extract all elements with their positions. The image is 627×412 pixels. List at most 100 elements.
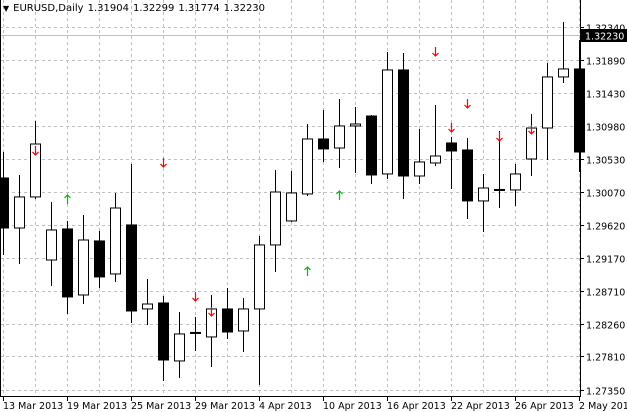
sell-arrow-icon (192, 291, 199, 302)
candle-body (126, 224, 137, 312)
candle (494, 130, 505, 208)
candle (574, 40, 585, 172)
chart-header: ▼ EURUSD,Daily 1.31904 1.32299 1.31774 1.3223… (3, 3, 269, 14)
time-tick-label: 29 Mar 2013 (195, 401, 255, 412)
candle (0, 152, 9, 255)
price-tick-label: 1.29620 (586, 222, 625, 233)
buy-arrow-icon (64, 194, 71, 204)
candle (222, 288, 233, 339)
candle-body (270, 191, 281, 246)
sell-arrow-icon (432, 47, 439, 57)
candle (142, 278, 153, 325)
candle (126, 164, 137, 323)
candle-body (510, 173, 521, 191)
candle (286, 170, 297, 222)
candle-body (382, 69, 393, 175)
price-axis: 1.323401.318901.314301.309801.305301.300… (580, 24, 625, 398)
candle-body (30, 143, 41, 198)
time-tick-label: 16 Apr 2013 (387, 401, 446, 412)
candle-body (14, 196, 25, 229)
candle (302, 124, 313, 196)
time-tick-label: 25 Mar 2013 (131, 401, 191, 412)
candle (462, 137, 473, 219)
time-tick-label: 26 Apr 2013 (515, 401, 574, 412)
candle-body (446, 142, 457, 152)
candle-body (158, 302, 169, 361)
high-value: 1.32299 (132, 3, 175, 14)
sell-arrow-icon (464, 99, 471, 109)
time-tick-label: 13 Mar 2013 (3, 401, 63, 412)
candle (206, 294, 217, 367)
time-tick-label: 2 May 2013 (579, 401, 627, 412)
candle-body (462, 149, 473, 202)
open-value: 1.31904 (87, 3, 129, 14)
price-tick-label: 1.30530 (586, 156, 625, 167)
candle (446, 136, 457, 189)
candle-body (62, 228, 73, 298)
candle (174, 312, 185, 378)
symbol-timeframe: EURUSD,Daily (13, 3, 84, 14)
candle-body (46, 229, 57, 261)
candle (398, 52, 409, 199)
price-tick-label: 1.29170 (586, 255, 625, 266)
candle-body (414, 161, 425, 177)
current-price-badge: 1.32230 (581, 29, 627, 43)
price-tick-label: 1.31890 (586, 57, 625, 68)
candle (158, 296, 169, 381)
candle (14, 174, 25, 264)
candle (270, 169, 281, 272)
candle-body (398, 69, 409, 177)
candle-body (558, 68, 569, 78)
candle (414, 128, 425, 184)
signal-arrows (32, 47, 535, 317)
buy-arrow-icon (304, 266, 311, 276)
candle (366, 114, 377, 184)
sell-arrow-icon (496, 131, 503, 142)
candle (190, 316, 201, 351)
candle (526, 113, 537, 176)
candle (558, 21, 569, 83)
candle-body (286, 192, 297, 222)
candle (510, 164, 521, 206)
candle (94, 230, 105, 288)
low-value: 1.31774 (178, 3, 220, 14)
candle (78, 214, 89, 304)
price-tick-label: 1.28710 (586, 288, 625, 299)
candle (254, 236, 265, 385)
sell-arrow-icon (208, 307, 215, 317)
price-tick-label: 1.27810 (586, 353, 625, 364)
price-tick-label: 1.30980 (586, 123, 625, 134)
buy-arrow-icon (336, 190, 343, 200)
candle-body (366, 115, 377, 176)
candle (62, 220, 73, 314)
candle-body (254, 244, 265, 310)
candle-body (430, 155, 441, 164)
sell-arrow-icon (160, 157, 167, 168)
candle-body (478, 187, 489, 202)
sell-arrow-icon (528, 124, 535, 135)
close-value: 1.32230 (223, 3, 266, 14)
candle (382, 52, 393, 179)
candle-body (302, 138, 313, 195)
sell-arrow-icon (32, 145, 39, 156)
candle-body (174, 333, 185, 362)
candle (46, 201, 57, 286)
candle-body (574, 68, 585, 153)
candle-body (94, 240, 105, 278)
time-tick-label: 19 Mar 2013 (67, 401, 127, 412)
sell-arrow-icon (448, 123, 455, 133)
candle-body (110, 207, 121, 275)
menu-triangle-icon[interactable]: ▼ (3, 4, 10, 13)
candle-body (142, 303, 153, 310)
candle-body (222, 308, 233, 333)
candle-body (0, 177, 9, 229)
time-tick-label: 4 Apr 2013 (259, 401, 312, 412)
price-tick-label: 1.31430 (586, 90, 625, 101)
candle-body (350, 123, 361, 127)
price-tick-label: 1.27350 (586, 387, 625, 398)
candle (238, 297, 249, 352)
candle-body (78, 239, 89, 296)
time-tick-label: 22 Apr 2013 (451, 401, 510, 412)
